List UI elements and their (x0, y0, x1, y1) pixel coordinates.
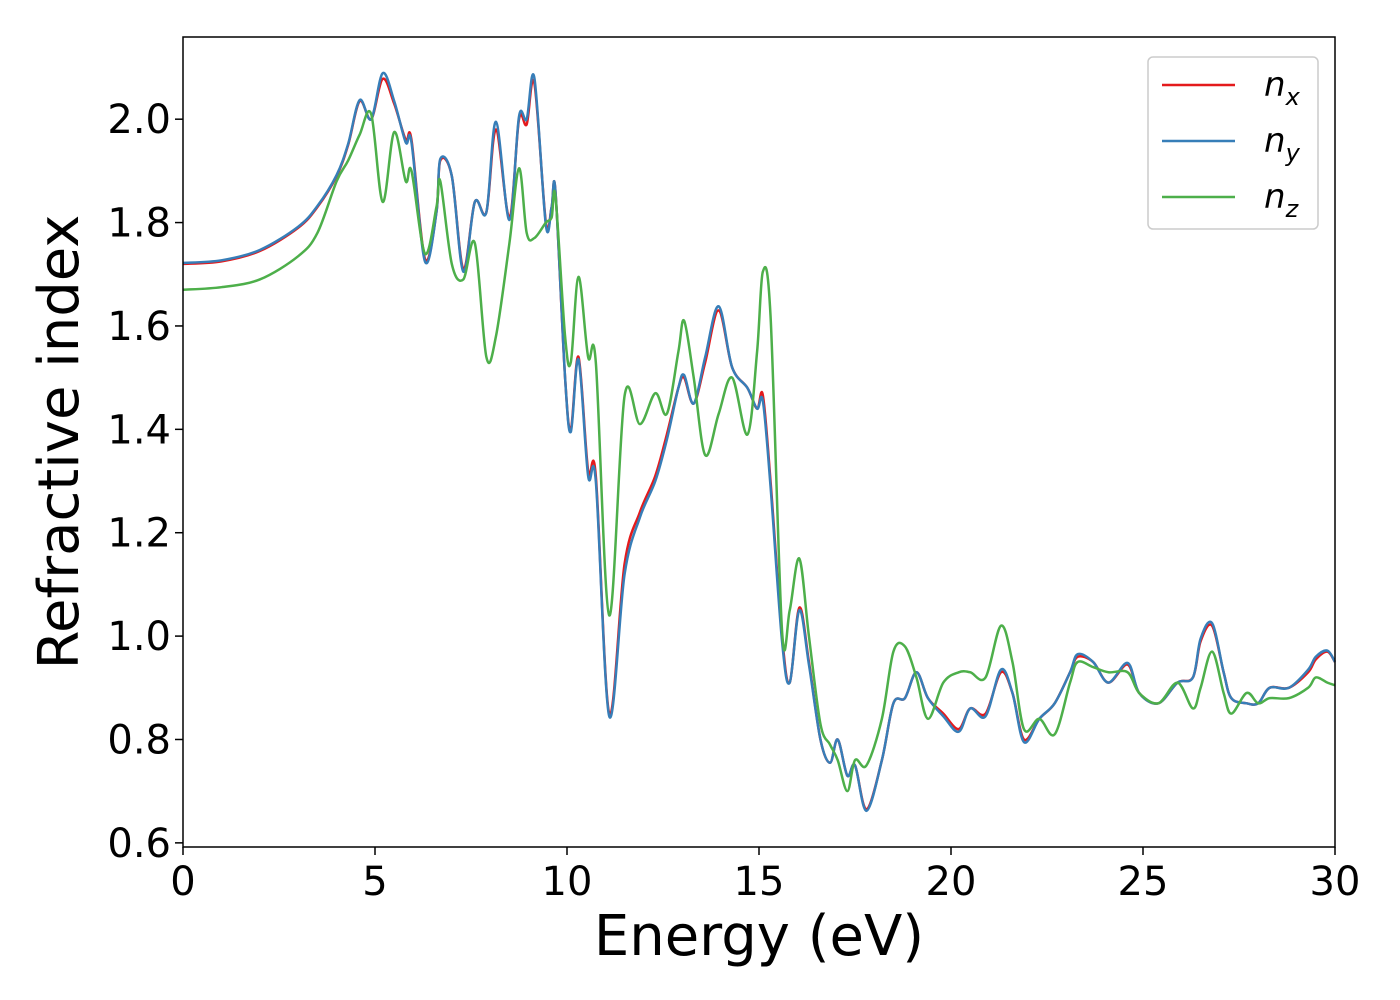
x-tick-label: 0 (170, 859, 195, 905)
plot-frame (182, 36, 1336, 848)
x-tick-label: 15 (734, 859, 785, 905)
y-tick-label: 1.6 (107, 304, 171, 350)
legend-label: nz (1264, 177, 1300, 223)
y-tick-label: 1.2 (107, 511, 171, 557)
series-line (182, 71, 1337, 813)
y-tick-label: 1.8 (107, 201, 171, 247)
legend-label: nx (1264, 65, 1301, 111)
legend-name: n (1264, 121, 1286, 161)
x-tick-label: 10 (542, 859, 593, 905)
y-tick-label: 0.6 (107, 821, 171, 867)
y-tick-label: 2.0 (107, 97, 171, 143)
x-tick-label: 5 (362, 859, 387, 905)
legend-subscript: y (1285, 139, 1301, 167)
legend-name: n (1264, 177, 1286, 217)
x-tick-label: 20 (926, 859, 977, 905)
y-axis-label: Refractive index (27, 215, 92, 670)
x-tick-label: 25 (1118, 859, 1169, 905)
legend-box (1147, 56, 1319, 230)
x-axis-label: Energy (eV) (594, 904, 924, 969)
y-tick-label: 1.0 (107, 614, 171, 660)
series-line (182, 110, 1336, 793)
legend-name: n (1264, 65, 1286, 105)
y-tick-label: 0.8 (107, 717, 171, 763)
legend-subscript: x (1285, 83, 1301, 111)
x-tick-label: 30 (1310, 859, 1361, 905)
legend-label: ny (1264, 121, 1301, 167)
legend-subscript: z (1285, 195, 1300, 223)
y-tick-label: 1.4 (107, 407, 171, 453)
